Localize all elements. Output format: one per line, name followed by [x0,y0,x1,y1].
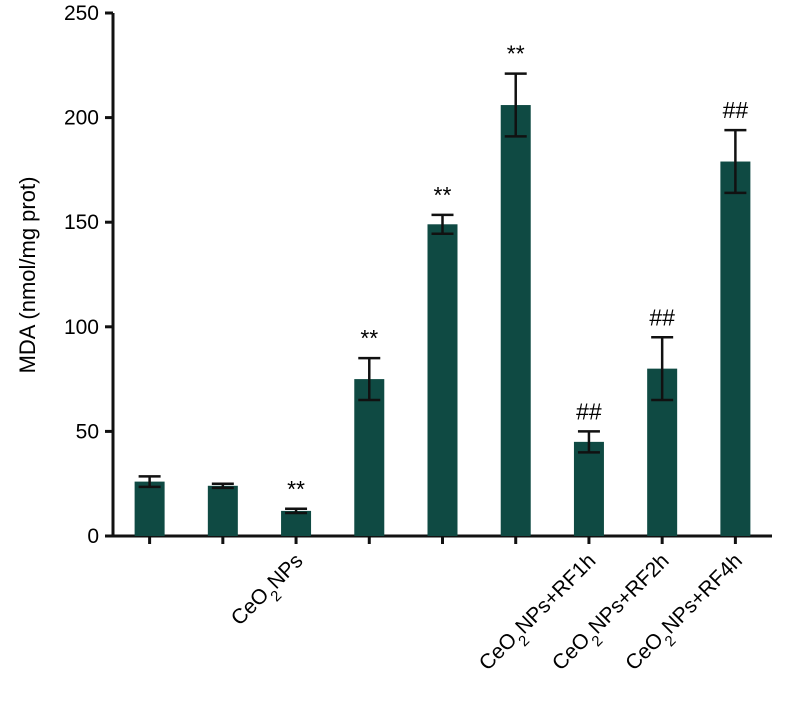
significance-label: ** [287,476,305,502]
error-bars-group [138,72,747,515]
category-labels-group: CeO2NPsCeO2NPs+RF1hCeO2NPs+RF2hCeO2NPs+R… [227,549,747,680]
y-axis: 0 50 100 150 200 250 [64,2,115,548]
y-tick-label: 250 [64,2,99,25]
bar [427,224,458,537]
x-category-label: CeO2NPs+RF1h [475,549,606,680]
y-axis-title: MDA (nmol/mg prot) [15,177,40,374]
y-tick-label: 100 [64,316,99,339]
significance-label: ** [360,325,378,351]
significance-labels-group: ** ** ** ** ## ## ## [287,41,748,502]
bar [500,105,531,536]
bar [207,485,238,536]
x-axis [113,534,772,544]
bar [354,379,385,536]
significance-label: ## [649,304,675,330]
y-tick-label: 50 [76,420,99,443]
y-tick-label: 200 [64,107,99,130]
bars-group [134,105,751,537]
bar [281,510,312,536]
significance-label: ** [507,41,525,67]
y-tick-label: 150 [64,211,99,234]
significance-label: ## [723,97,749,123]
bar [573,441,604,536]
significance-label: ## [576,398,602,424]
x-category-label: CeO2NPs [227,549,313,635]
y-tick-label: 0 [87,525,99,548]
bar [720,161,751,537]
significance-label: ** [434,182,452,208]
bar [134,481,165,536]
